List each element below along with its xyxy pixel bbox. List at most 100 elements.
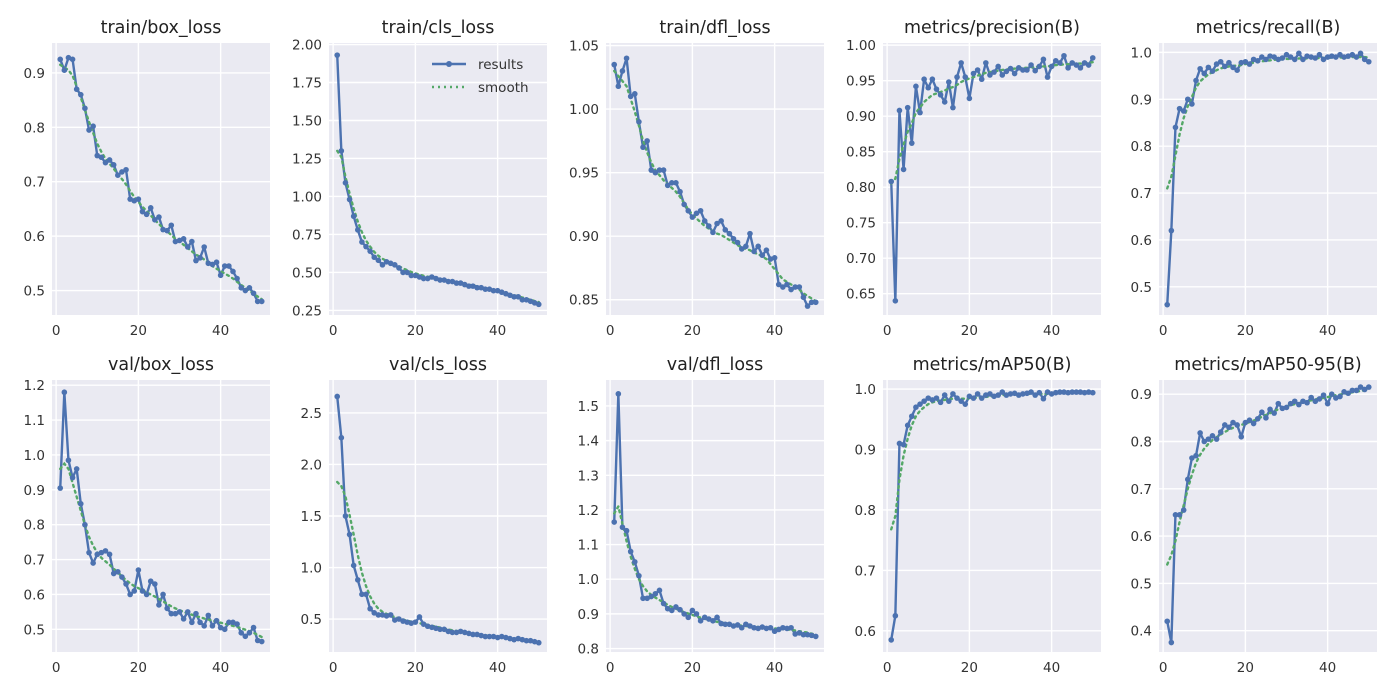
data-point-results [962,74,969,80]
chart-panel: metrics/recall(B) 0 20 40 0.5 0.6 0.7 0.8 0.9 1.0 [1131,18,1377,339]
data-point-results [738,246,745,252]
data-point-results [242,287,249,294]
data-point-results [400,269,406,276]
chart-panel: metrics/precision(B) 0 20 40 0.65 0.70 0.75 0.8… [846,18,1101,339]
data-point-results [808,299,815,306]
data-point-results [673,604,679,610]
data-point-results [669,180,675,186]
data-point-results [677,606,683,613]
data-point-results [644,138,650,144]
y-tick-label: 0.9 [578,607,599,623]
x-tick-label: 40 [212,323,229,339]
data-point-results [1349,387,1356,394]
data-point-results [611,61,618,68]
data-point-results [946,79,952,85]
data-point-results [689,607,696,614]
data-point-results [1061,52,1067,59]
y-tick-label: 0.8 [1131,139,1152,155]
plot-area [329,43,547,315]
data-point-results [1024,67,1030,73]
data-point-results [1065,65,1071,71]
data-point-results [987,391,993,397]
data-point-results [1345,390,1352,397]
data-point-results [193,257,199,264]
data-point-results [189,238,195,245]
data-point-results [1259,409,1265,415]
data-point-results [486,633,493,640]
data-point-results [367,605,373,612]
data-point-results [673,180,679,186]
data-point-results [346,196,353,203]
data-point-results [1234,67,1240,73]
y-tick-label: 1.4 [578,434,599,450]
data-point-results [363,243,369,250]
data-point-results [734,622,741,628]
y-tick-label: 1.1 [578,538,599,554]
data-point-results [1069,60,1076,66]
y-tick-label: 0.90 [846,109,876,125]
y-tick-label: 0.9 [24,483,45,499]
data-point-results [718,218,724,224]
chart-title: val/box_loss [108,355,214,375]
data-point-results [1011,70,1018,77]
data-point-results [1028,62,1034,68]
data-point-results [1048,63,1055,70]
y-tick-label: 0.5 [301,612,322,628]
data-point-results [1333,54,1339,60]
data-point-results [156,214,162,220]
y-tick-label: 1.75 [292,76,322,92]
x-tick-label: 40 [766,323,783,339]
data-point-results [1226,424,1232,431]
data-point-results [900,166,907,173]
legend: results smooth [432,57,529,96]
data-point-results [929,76,936,83]
data-point-results [917,109,923,116]
data-point-results [697,618,704,624]
data-point-results [1267,406,1273,413]
y-tick-label: 1.00 [846,38,876,54]
data-point-results [627,93,634,100]
data-point-results [937,92,944,98]
y-tick-label: 0.75 [292,227,322,243]
data-point-results [98,154,105,161]
y-tick-label: 1.2 [24,378,45,394]
data-point-results [660,167,667,173]
data-point-results [77,500,84,507]
data-point-results [800,631,807,638]
data-point-results [796,284,803,290]
series-line-smooth [59,63,263,301]
y-tick-label: 1.1 [24,413,45,429]
y-tick-label: 0.6 [1131,233,1152,249]
data-point-results [511,293,517,300]
data-point-results [714,220,720,227]
data-point-results [669,607,675,614]
data-point-results [950,391,956,397]
data-point-results [1226,59,1232,66]
data-point-results [999,389,1006,395]
data-point-results [800,294,807,301]
data-point-results [1040,395,1047,402]
data-point-results [648,167,655,173]
data-point-results [1324,400,1331,407]
y-tick-label: 0.90 [569,229,599,245]
y-tick-label: 0.8 [24,120,45,136]
data-point-results [1164,301,1171,308]
data-point-results [780,284,786,290]
data-point-results [941,392,948,398]
data-point-results [238,285,245,291]
y-tick-label: 1.5 [578,399,599,415]
data-point-results [780,624,786,631]
data-point-results [693,210,700,217]
data-point-results [1036,63,1043,70]
y-tick-label: 0.85 [569,293,599,309]
data-point-results [1176,105,1183,112]
x-tick-label: 40 [1319,323,1336,339]
data-point-results [250,290,257,297]
data-point-results [1283,51,1290,58]
y-tick-label: 0.95 [846,74,876,90]
data-point-results [1209,433,1216,439]
data-point-results [143,211,150,218]
data-point-results [359,239,365,245]
data-point-results [958,60,964,66]
data-point-results [1337,393,1343,400]
